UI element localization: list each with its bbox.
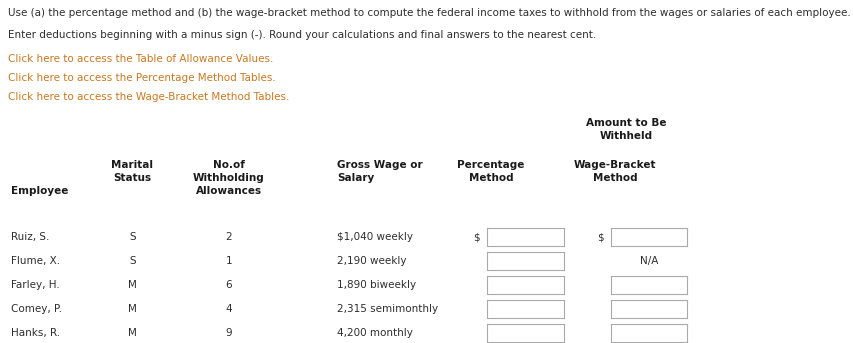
Text: Wage-Bracket: Wage-Bracket: [573, 160, 655, 170]
Text: Click here to access the Table of Allowance Values.: Click here to access the Table of Allowa…: [8, 54, 273, 64]
Text: 2,190 weekly: 2,190 weekly: [337, 256, 406, 266]
Text: 2: 2: [225, 232, 232, 242]
Text: Employee: Employee: [11, 186, 68, 196]
Text: 9: 9: [225, 328, 232, 338]
Text: Gross Wage or: Gross Wage or: [337, 160, 422, 170]
Text: Allowances: Allowances: [195, 186, 262, 196]
Text: 2,315 semimonthly: 2,315 semimonthly: [337, 304, 438, 314]
Text: Percentage: Percentage: [457, 160, 524, 170]
Text: 4: 4: [225, 304, 232, 314]
Text: 6: 6: [225, 280, 232, 290]
Text: 1,890 biweekly: 1,890 biweekly: [337, 280, 416, 290]
Text: $1,040 weekly: $1,040 weekly: [337, 232, 413, 242]
Text: 4,200 monthly: 4,200 monthly: [337, 328, 413, 338]
Text: Farley, H.: Farley, H.: [11, 280, 60, 290]
Text: S: S: [129, 232, 136, 242]
Text: Click here to access the Wage-Bracket Method Tables.: Click here to access the Wage-Bracket Me…: [8, 92, 289, 102]
Text: $: $: [473, 232, 479, 242]
Text: Enter deductions beginning with a minus sign (-). Round your calculations and fi: Enter deductions beginning with a minus …: [8, 30, 595, 40]
Text: M: M: [128, 280, 136, 290]
Text: S: S: [129, 256, 136, 266]
Text: Hanks, R.: Hanks, R.: [11, 328, 61, 338]
Text: 1: 1: [225, 256, 232, 266]
Text: No.of: No.of: [212, 160, 245, 170]
Text: Ruiz, S.: Ruiz, S.: [11, 232, 49, 242]
Text: Use (a) the percentage method and (b) the wage-bracket method to compute the fed: Use (a) the percentage method and (b) th…: [8, 8, 850, 18]
Text: N/A: N/A: [639, 256, 658, 266]
Text: M: M: [128, 328, 136, 338]
Text: Click here to access the Percentage Method Tables.: Click here to access the Percentage Meth…: [8, 73, 276, 83]
Text: Flume, X.: Flume, X.: [11, 256, 61, 266]
Text: Status: Status: [113, 173, 151, 183]
Text: Comey, P.: Comey, P.: [11, 304, 62, 314]
Text: M: M: [128, 304, 136, 314]
Text: Withholding: Withholding: [193, 173, 264, 183]
Text: Salary: Salary: [337, 173, 374, 183]
Text: $: $: [596, 232, 603, 242]
Text: Method: Method: [592, 173, 636, 183]
Text: Amount to Be: Amount to Be: [585, 118, 665, 128]
Text: Method: Method: [468, 173, 513, 183]
Text: Withheld: Withheld: [599, 131, 652, 141]
Text: Marital: Marital: [111, 160, 154, 170]
